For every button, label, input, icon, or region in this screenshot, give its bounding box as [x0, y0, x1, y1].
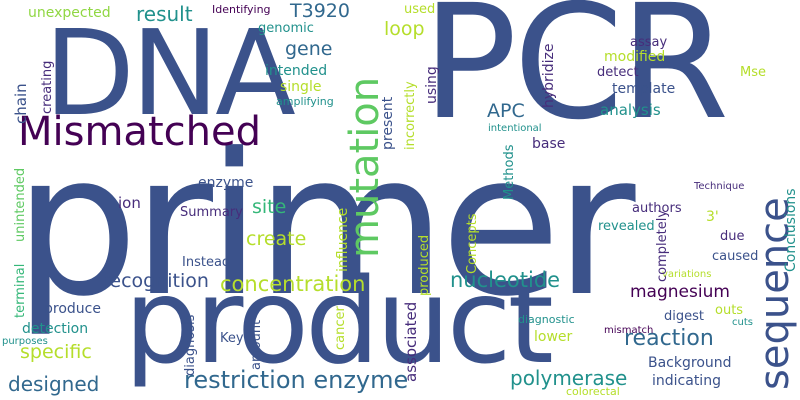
- word-loop: loop: [384, 18, 425, 40]
- word-cuts: cuts: [732, 317, 753, 328]
- word-using: using: [424, 66, 440, 104]
- word-diagnostic: diagnostic: [518, 313, 575, 326]
- word-digest: digest: [664, 309, 704, 324]
- word-3prime: 3': [706, 209, 719, 225]
- word-incorrectly: incorrectly: [403, 81, 418, 150]
- word-t3920: T3920: [290, 0, 350, 22]
- word-pcr: PCR: [422, 0, 729, 155]
- word-detect: detect: [597, 65, 639, 80]
- word-modified: modified: [604, 49, 666, 65]
- word-influence: influence: [335, 207, 351, 272]
- word-intentional: intentional: [488, 123, 542, 134]
- word-mismatched: Mismatched: [18, 109, 261, 155]
- word-designed: designed: [8, 372, 100, 396]
- word-magnesium: magnesium: [630, 282, 730, 302]
- word-diagnosis: diagnosis: [183, 314, 198, 376]
- word-associated: associated: [402, 301, 420, 382]
- word-nucleotide: nucleotide: [450, 268, 561, 292]
- word-background: Background: [648, 355, 732, 371]
- word-present: present: [380, 96, 396, 150]
- word-restriction-enzyme: restriction enzyme: [184, 366, 409, 394]
- word-methods: Methods: [502, 144, 517, 200]
- word-key: Key: [220, 331, 244, 346]
- word-lower: lower: [534, 329, 573, 345]
- word-product: product: [124, 252, 554, 390]
- word-specific: specific: [20, 341, 92, 363]
- word-chain: chain: [12, 83, 30, 124]
- word-summary: Summary: [180, 205, 243, 220]
- word-concepts: Concepts: [465, 213, 480, 274]
- word-revealed: revealed: [598, 219, 655, 234]
- word-due: due: [720, 229, 745, 244]
- word-create: create: [246, 228, 307, 250]
- word-conclusions: Conclusions: [783, 188, 799, 272]
- word-gene: gene: [285, 38, 333, 60]
- word-mismatch: mismatch: [604, 325, 654, 336]
- word-authors: authors: [632, 201, 682, 216]
- word-site: site: [252, 196, 287, 218]
- word-assay: assay: [630, 35, 668, 50]
- word-apc: APC: [487, 100, 525, 122]
- word-caused: caused: [712, 249, 759, 264]
- word-dna: DNA: [44, 4, 296, 142]
- word-result: result: [136, 2, 193, 26]
- word-technique: Technique: [694, 181, 745, 192]
- word-amount: amount: [249, 319, 264, 370]
- word-produced: produced: [417, 234, 432, 296]
- word-enzyme: enzyme: [198, 175, 254, 191]
- word-instead: Instead: [182, 255, 231, 270]
- word-ion: ion: [118, 194, 141, 212]
- word-produce: produce: [44, 301, 101, 317]
- word-unexpected: unexpected: [28, 5, 111, 21]
- word-reaction: reaction: [624, 326, 714, 351]
- word-single: single: [280, 79, 322, 95]
- word-terminal: terminal: [13, 263, 28, 318]
- word-mutation: mutation: [342, 76, 388, 258]
- word-outs: outs: [715, 303, 744, 318]
- word-indicating: indicating: [652, 373, 721, 389]
- word-primer: primer: [14, 112, 636, 340]
- word-recognition: recognition: [102, 270, 209, 292]
- word-variations: variations: [662, 269, 712, 280]
- word-template: template: [612, 81, 676, 97]
- word-mse: Mse: [740, 65, 766, 80]
- word-detection: detection: [22, 321, 89, 337]
- word-concentration: concentration: [220, 272, 366, 296]
- word-base: base: [532, 136, 566, 152]
- word-amplifying: amplifying: [276, 95, 334, 108]
- word-analysis: analysis: [600, 101, 661, 119]
- word-used: used: [404, 2, 436, 17]
- word-polymerase: polymerase: [510, 366, 628, 390]
- word-purposes: purposes: [2, 336, 48, 347]
- word-intended: intended: [265, 63, 328, 79]
- word-hybridize: hybridize: [541, 43, 557, 108]
- word-creating: creating: [40, 60, 55, 114]
- word-cancer: cancer: [333, 306, 348, 350]
- word-colorectal: colorectal: [566, 385, 620, 398]
- word-unintended: unintended: [13, 167, 28, 242]
- word-completely: completely: [655, 209, 670, 282]
- word-identifying: Identifying: [212, 3, 271, 16]
- word-genomic: genomic: [258, 21, 314, 36]
